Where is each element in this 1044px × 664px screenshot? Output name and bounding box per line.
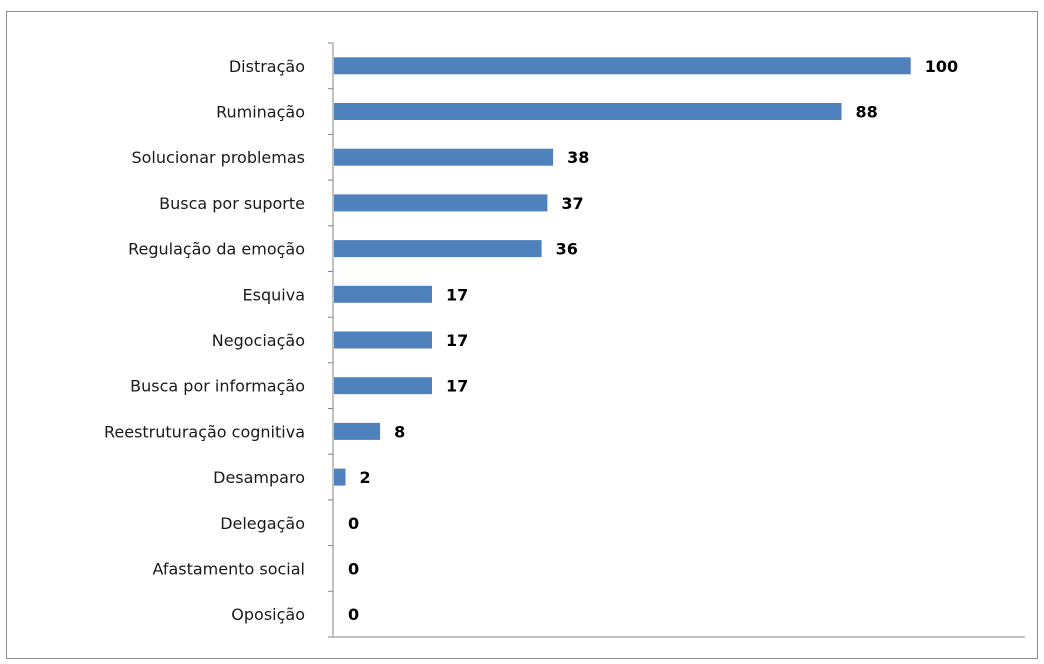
category-label-9: Desamparo — [213, 468, 305, 487]
bar-2 — [334, 148, 554, 166]
value-label-2: 38 — [567, 148, 589, 167]
category-label-0: Distração — [229, 57, 305, 76]
bar-4 — [334, 240, 542, 258]
value-label-4: 36 — [556, 240, 578, 259]
value-label-1: 88 — [856, 103, 878, 122]
axis-layer — [328, 42, 1025, 638]
bar-3 — [334, 194, 548, 212]
category-label-1: Ruminação — [216, 103, 305, 122]
bars-layer — [334, 57, 911, 486]
value-label-6: 17 — [446, 331, 468, 350]
value-label-7: 17 — [446, 377, 468, 396]
category-label-10: Delegação — [220, 514, 305, 533]
bar-9 — [334, 468, 346, 486]
category-label-7: Busca por informação — [130, 377, 305, 396]
value-label-3: 37 — [561, 194, 583, 213]
bar-7 — [334, 377, 432, 395]
value-label-9: 2 — [360, 468, 371, 487]
bar-0 — [334, 57, 911, 75]
category-label-4: Regulação da emoção — [128, 240, 305, 259]
category-label-6: Negociação — [212, 331, 305, 350]
category-label-2: Solucionar problemas — [131, 148, 305, 167]
bar-6 — [334, 331, 432, 349]
bar-1 — [334, 103, 842, 120]
value-label-12: 0 — [348, 605, 359, 624]
bar-8 — [334, 422, 381, 440]
category-label-5: Esquiva — [243, 285, 305, 304]
category-label-8: Reestruturação cognitiva — [104, 422, 305, 441]
value-label-10: 0 — [348, 514, 359, 533]
bar-5 — [334, 285, 432, 303]
value-label-5: 17 — [446, 285, 468, 304]
labels-layer: Distração 100 Ruminação 88 Solucionar proble… — [104, 57, 958, 624]
value-label-11: 0 — [348, 560, 359, 579]
category-label-12: Oposição — [231, 605, 305, 624]
category-label-11: Afastamento social — [152, 560, 305, 579]
value-label-8: 8 — [394, 422, 405, 441]
category-label-3: Busca por suporte — [159, 194, 305, 213]
value-label-0: 100 — [925, 57, 958, 76]
